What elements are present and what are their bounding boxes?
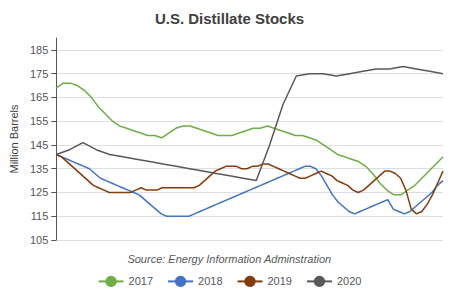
svg-text:115: 115 (31, 210, 49, 222)
svg-text:2017: 2017 (129, 275, 153, 287)
svg-text:135: 135 (30, 163, 48, 175)
svg-text:Source: Energy Information Adm: Source: Energy Information Adminstration (127, 253, 331, 265)
svg-text:105: 105 (30, 234, 48, 246)
svg-text:2018: 2018 (198, 275, 222, 287)
svg-text:185: 185 (30, 44, 48, 56)
svg-text:155: 155 (30, 115, 48, 127)
svg-text:2019: 2019 (268, 275, 292, 287)
svg-text:165: 165 (30, 91, 48, 103)
svg-text:Million Barrels: Million Barrels (8, 104, 20, 174)
svg-text:U.S. Distillate Stocks: U.S. Distillate Stocks (155, 10, 304, 27)
svg-text:145: 145 (30, 139, 48, 151)
svg-text:2020: 2020 (337, 275, 361, 287)
svg-text:175: 175 (30, 68, 48, 80)
svg-text:125: 125 (30, 186, 48, 198)
